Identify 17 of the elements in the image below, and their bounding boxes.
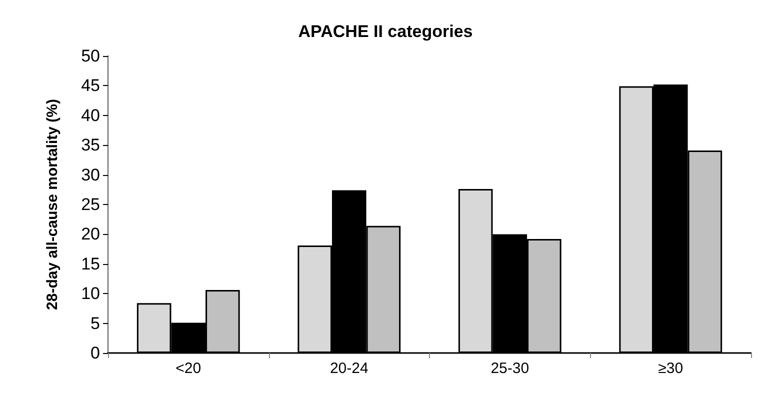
y-tick-label: 50 [81,46,100,66]
y-tick-label: 25 [81,195,100,214]
x-tick-label: <20 [176,360,202,377]
y-tick-label: 40 [81,106,100,125]
x-tick-label: 25-30 [490,360,530,377]
y-tick-label: 15 [81,254,100,274]
x-tick-label: 20-24 [330,360,368,377]
y-tick-label: 35 [81,136,100,155]
y-axis-title: 28-day all-cause mortality (%) [44,99,61,310]
y-tick-label: 30 [81,165,100,184]
y-tick-label: 0 [90,344,100,362]
y-tick-label: 10 [81,284,100,304]
x-tick-label: ≥30 [658,360,684,377]
y-tick-label: 5 [90,314,100,333]
y-tick-label: 45 [81,76,100,96]
chart-title: APACHE II categories [298,22,473,41]
y-tick-label: 20 [81,224,100,244]
